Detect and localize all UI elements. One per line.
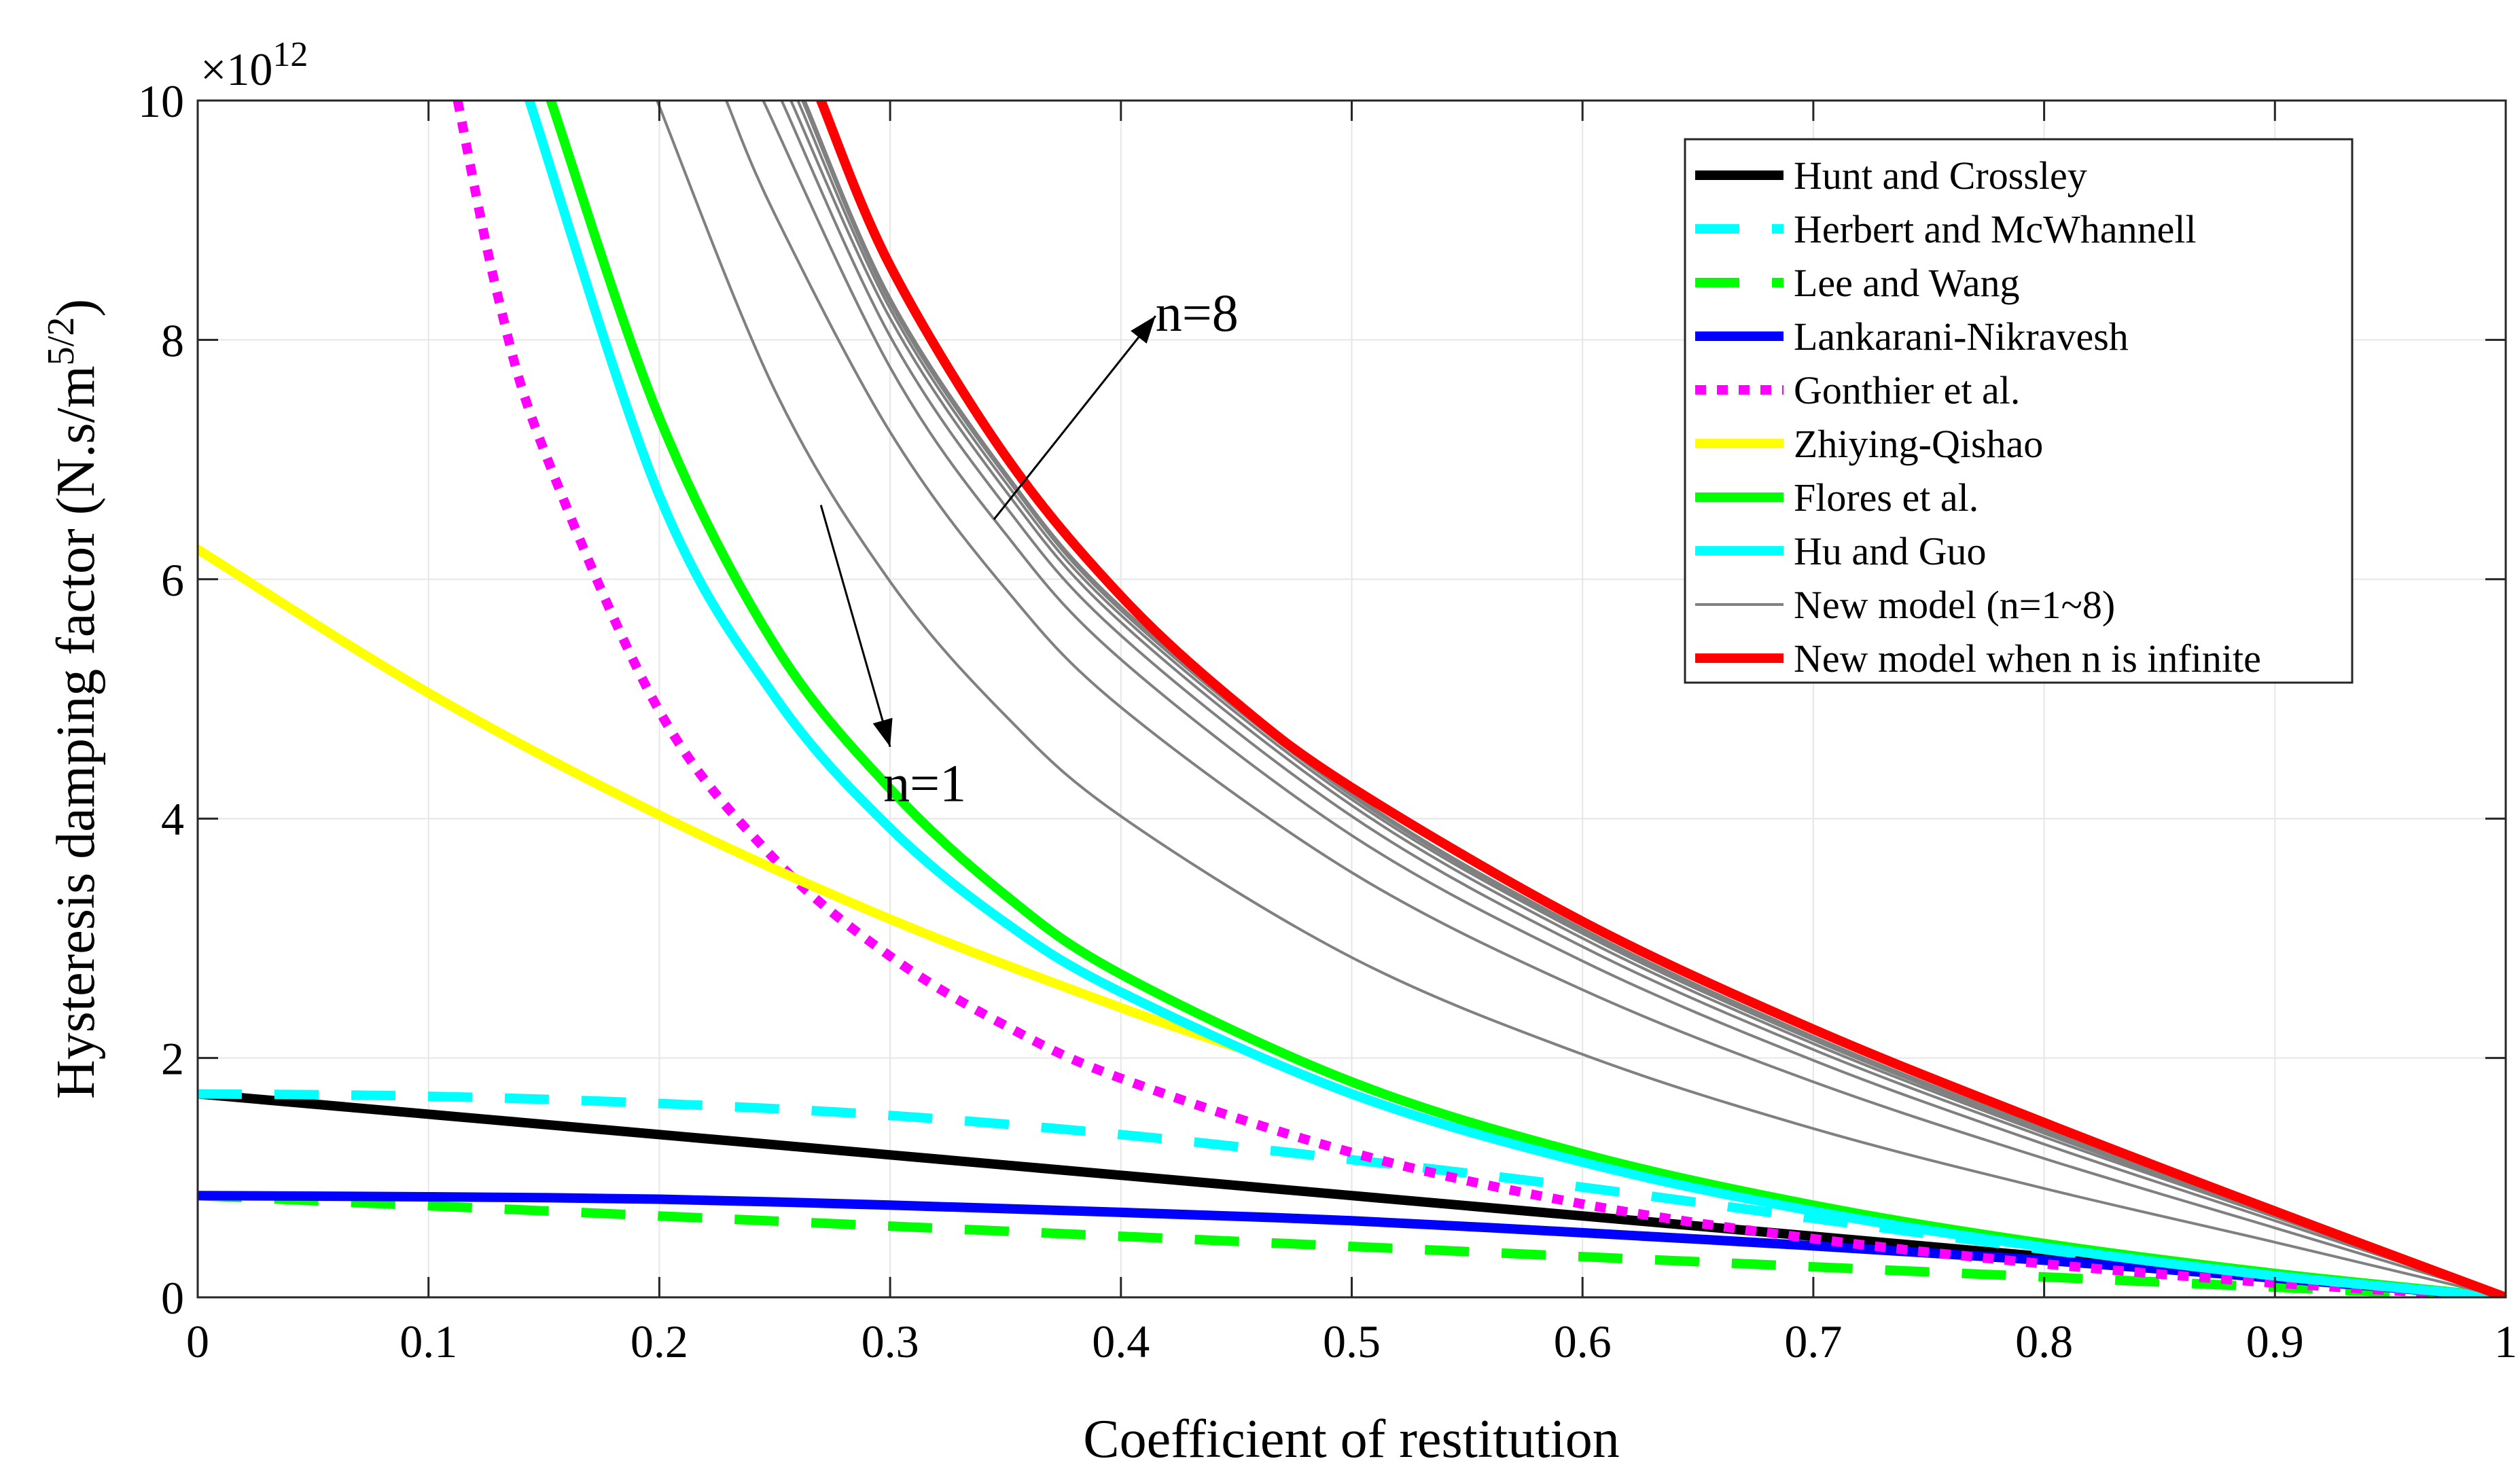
y-tick-label: 0 bbox=[161, 1272, 184, 1324]
y-axis-title-close: ) bbox=[46, 299, 106, 317]
series-line-new-model-n-1-8-n4 bbox=[780, 101, 2506, 1297]
annotation-label: n=8 bbox=[1156, 283, 1239, 342]
y-tick-label: 8 bbox=[161, 314, 184, 366]
legend-label: Flores et al. bbox=[1794, 475, 1978, 520]
x-axis-title: Coefficient of restitution bbox=[1083, 1409, 1619, 1469]
annotation-arrow-line bbox=[993, 315, 1156, 520]
series-line-lee-and-wang bbox=[198, 1191, 2506, 1297]
series-line-new-model-when-n-is-infinite bbox=[816, 101, 2506, 1297]
x-tick-label: 0.4 bbox=[1092, 1316, 1150, 1367]
x-tick-label: 0.2 bbox=[631, 1316, 688, 1367]
legend: Hunt and Crossley Herbert and McWhannell L… bbox=[1684, 138, 2354, 684]
y-axis-multiplier-prefix: ×10 bbox=[200, 43, 272, 95]
series-line-new-model-n-1-8-n3 bbox=[762, 101, 2506, 1297]
legend-label: Hunt and Crossley bbox=[1794, 154, 2087, 198]
x-tick-label: 1 bbox=[2494, 1316, 2517, 1367]
legend-label: Lankarani-Nikravesh bbox=[1794, 314, 2129, 359]
series-layer bbox=[198, 101, 2506, 1297]
series-line-hu-and-guo bbox=[525, 101, 2506, 1297]
series-line-zhiying-qishao bbox=[198, 544, 1241, 1052]
y-axis-title: Hysteresis damping factor (N.s/m5/2) bbox=[40, 299, 106, 1099]
legend-label: Lee and Wang bbox=[1794, 261, 2019, 305]
y-tick-label: 6 bbox=[161, 554, 184, 606]
y-tick-label: 2 bbox=[161, 1033, 184, 1085]
legend-label: Hu and Guo bbox=[1794, 529, 1987, 573]
series-line-new-model-n-1-8-n2 bbox=[724, 101, 2506, 1297]
legend-items: Hunt and Crossley Herbert and McWhannell L… bbox=[1695, 154, 2261, 681]
y-tick-label: 4 bbox=[161, 793, 184, 845]
y-tick-label: 10 bbox=[138, 75, 184, 127]
series-line-lankarani-nikravesh bbox=[198, 1191, 2506, 1297]
legend-label: Herbert and McWhannell bbox=[1794, 207, 2197, 251]
legend-box bbox=[1684, 138, 2354, 684]
legend-label: Gonthier et al. bbox=[1794, 368, 2020, 412]
x-tick-label: 0.8 bbox=[2015, 1316, 2073, 1367]
annotation-label: n=1 bbox=[883, 753, 966, 812]
x-tick-label: 0.1 bbox=[400, 1316, 457, 1367]
annotation-arrow-head bbox=[1131, 316, 1156, 344]
y-axis-title-main: Hysteresis damping factor (N.s/m bbox=[46, 365, 106, 1099]
x-tick-label: 0.5 bbox=[1323, 1316, 1381, 1367]
legend-label: New model when n is infinite bbox=[1794, 636, 2261, 681]
annotation-arrow-line bbox=[819, 505, 891, 747]
x-tick-label: 0.9 bbox=[2246, 1316, 2304, 1367]
x-tick-label: 0.3 bbox=[862, 1316, 919, 1367]
y-axis-multiplier-exponent: 12 bbox=[272, 35, 308, 74]
x-tick-label: 0.6 bbox=[1554, 1316, 1612, 1367]
series-line-new-model-n-1-8-n1 bbox=[656, 101, 2506, 1297]
series-line-new-model-n-1-8-n5 bbox=[789, 101, 2506, 1297]
legend-label: Zhiying-Qishao bbox=[1794, 422, 2043, 466]
x-tick-label: 0.7 bbox=[1784, 1316, 1842, 1367]
legend-label: New model (n=1~8) bbox=[1794, 583, 2115, 627]
annotations: n=8 n=1 bbox=[819, 283, 1239, 812]
x-tick-label: 0 bbox=[186, 1316, 209, 1367]
y-axis-multiplier: ×1012 bbox=[200, 35, 308, 95]
annotation-arrow-head bbox=[872, 717, 893, 747]
y-axis-title-superscript: 5/2 bbox=[40, 317, 82, 366]
